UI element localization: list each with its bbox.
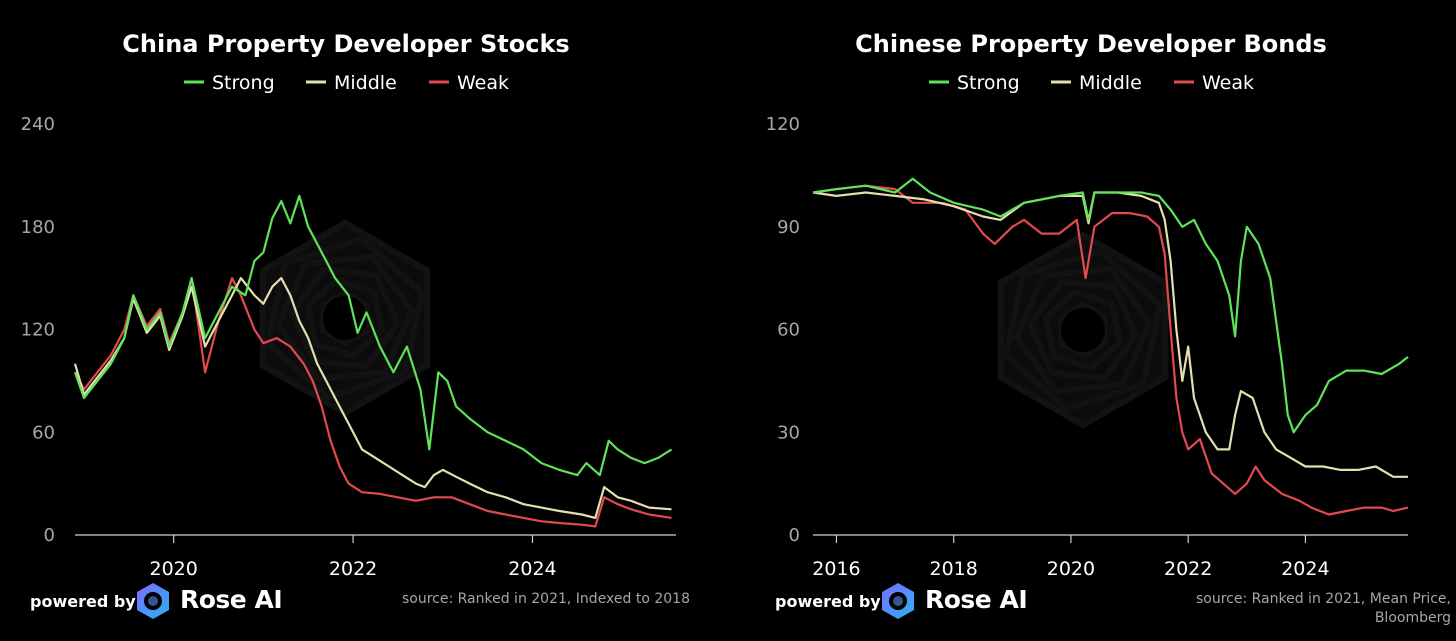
- legend-label-weak: Weak: [1202, 72, 1254, 94]
- y-tick-label: 120: [766, 114, 800, 135]
- watermark-ring: [264, 235, 426, 401]
- x-tick-label: 2020: [149, 558, 197, 580]
- series-line-strong: [73, 194, 673, 477]
- y-tick-label: 60: [32, 422, 55, 443]
- legend-label-middle: Middle: [1079, 72, 1142, 94]
- legend-label-strong: Strong: [957, 72, 1020, 94]
- powered-by-label: powered by: [775, 592, 881, 611]
- y-tick-label: 240: [21, 114, 55, 135]
- chart-title: China Property Developer Stocks: [122, 30, 569, 58]
- y-tick-label: 60: [777, 320, 800, 341]
- chart-title: Chinese Property Developer Bonds: [855, 30, 1327, 58]
- watermark-ring: [1002, 247, 1164, 413]
- bonds-panel: Chinese Property Developer Bonds Strong Mi…: [728, 0, 1456, 641]
- watermark-ring: [997, 231, 1169, 429]
- stocks-panel: China Property Developer Stocks Strong Mid…: [0, 30, 728, 622]
- y-tick-label: 0: [44, 525, 55, 546]
- x-tick-label: 2022: [1164, 558, 1212, 580]
- series-line-middle: [812, 191, 1408, 478]
- watermark-logo-icon: [997, 231, 1169, 429]
- y-tick-label: 0: [789, 525, 800, 546]
- watermark-logo-icon: [259, 219, 431, 417]
- watermark-ring: [1026, 278, 1140, 382]
- powered-by-label: powered by: [30, 592, 136, 611]
- rose-ai-brand: Rose AI: [180, 585, 283, 614]
- stocks-source: source: Ranked in 2021, Indexed to 2018: [401, 591, 690, 607]
- watermark-ring: [274, 253, 416, 383]
- watermark-ring: [1058, 301, 1108, 359]
- stocks-footer: powered by Rose AI source: Ranked in 202…: [0, 582, 728, 622]
- series-line-weak: [812, 184, 1409, 516]
- series-line-middle: [73, 277, 672, 519]
- x-tick-label: 2024: [508, 558, 556, 580]
- legend-label-weak: Weak: [457, 72, 509, 94]
- watermark-ring: [320, 289, 370, 347]
- x-tick-label: 2016: [812, 558, 860, 580]
- x-tick-label: 2024: [1281, 558, 1329, 580]
- legend-label-middle: Middle: [334, 72, 397, 94]
- rose-ai-logo-icon: [879, 582, 917, 620]
- watermark-ring: [1012, 265, 1154, 395]
- watermark-center: [323, 296, 367, 340]
- legend-label-strong: Strong: [212, 72, 275, 94]
- watermark-ring: [288, 266, 402, 370]
- y-tick-label: 180: [21, 217, 55, 238]
- y-tick-label: 120: [21, 320, 55, 341]
- watermark-center: [1061, 308, 1105, 352]
- series-line-strong: [812, 177, 1409, 434]
- y-tick-label: 90: [777, 217, 800, 238]
- x-tick-label: 2018: [930, 558, 978, 580]
- bonds-chart: Chinese Property Developer Bonds Strong Mi…: [766, 30, 1409, 580]
- rose-ai-logo-icon: [134, 582, 172, 620]
- rose-ai-brand: Rose AI: [925, 585, 1028, 614]
- bonds-source: source: Ranked in 2021, Mean Price, Bloo…: [1195, 591, 1451, 626]
- x-tick-label: 2020: [1047, 558, 1095, 580]
- x-tick-label: 2022: [329, 558, 377, 580]
- watermark-ring: [1042, 288, 1124, 372]
- bonds-footer: powered by Rose AI source: Ranked in 202…: [728, 582, 1456, 626]
- y-tick-label: 30: [777, 422, 800, 443]
- stocks-chart: China Property Developer Stocks Strong Mid…: [21, 30, 676, 580]
